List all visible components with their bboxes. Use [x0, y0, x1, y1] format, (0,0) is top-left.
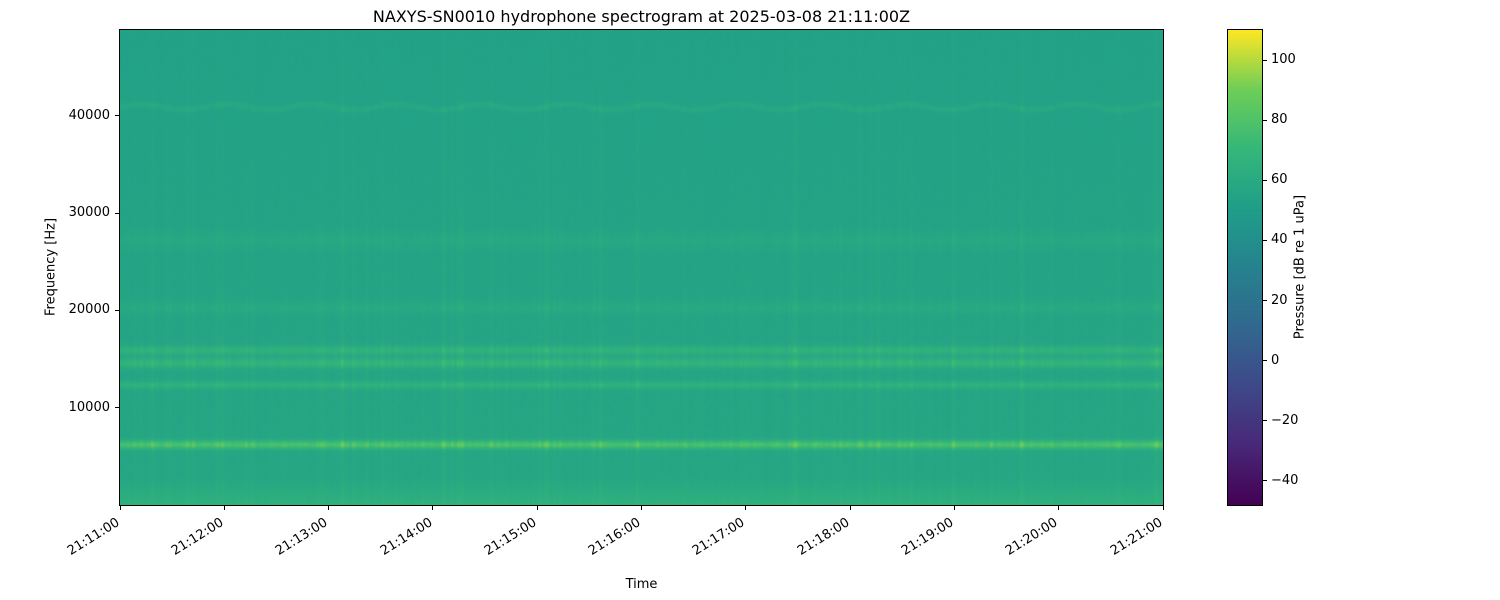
x-tick-mark: [432, 506, 434, 510]
colorbar-tick-mark: [1263, 300, 1267, 302]
y-tick-mark: [115, 309, 119, 311]
x-tick-label: 21:15:00: [481, 515, 540, 559]
x-tick-label: 21:21:00: [1107, 515, 1165, 559]
x-tick-mark: [953, 506, 955, 510]
x-tick-label: 21:12:00: [168, 515, 227, 559]
x-tick-mark: [641, 506, 642, 510]
colorbar-tick-label: 20: [1271, 292, 1288, 308]
colorbar-tick-mark: [1263, 360, 1267, 362]
colorbar-tick-label: −20: [1271, 412, 1299, 428]
x-tick-mark: [745, 506, 747, 510]
x-tick-mark: [536, 506, 538, 510]
y-tick-label: 20000: [68, 302, 110, 318]
y-tick-mark: [115, 115, 119, 117]
x-tick-mark: [849, 506, 851, 510]
colorbar-tick-mark: [1263, 59, 1267, 61]
x-tick-label: 21:17:00: [690, 515, 748, 559]
y-axis-label: Frequency [Hz]: [43, 217, 59, 317]
colorbar-label: Pressure [dB re 1 uPa]: [1292, 194, 1308, 340]
colorbar-canvas: [1228, 30, 1262, 505]
colorbar-tick-label: −40: [1271, 472, 1299, 488]
x-axis-label: Time: [625, 577, 658, 592]
colorbar-tick-label: 60: [1271, 172, 1288, 188]
x-tick-mark: [1058, 506, 1060, 510]
plot-title: NAXYS-SN0010 hydrophone spectrogram at 2…: [372, 7, 911, 26]
x-tick-label: 21:16:00: [586, 515, 644, 559]
x-tick-label: 21:19:00: [898, 515, 957, 559]
y-tick-label: 30000: [68, 205, 110, 221]
x-tick-mark: [328, 506, 330, 510]
colorbar-tick-mark: [1263, 480, 1267, 482]
x-tick-label: 21:13:00: [273, 515, 331, 559]
colorbar-tick-label: 0: [1271, 352, 1280, 368]
colorbar-tick-label: 40: [1271, 232, 1288, 248]
x-tick-label: 21:18:00: [794, 515, 853, 559]
colorbar-tick-label: 80: [1271, 112, 1288, 128]
x-tick-label: 21:14:00: [377, 515, 435, 559]
x-tick-mark: [1162, 506, 1164, 510]
y-tick-label: 40000: [68, 107, 110, 123]
colorbar-tick-mark: [1263, 179, 1267, 181]
spectrogram-canvas: [120, 30, 1163, 505]
x-tick-mark: [223, 506, 225, 510]
colorbar-tick-label: 100: [1271, 52, 1296, 68]
x-tick-label: 21:20:00: [1003, 515, 1061, 559]
x-tick-label: 21:11:00: [64, 515, 122, 559]
colorbar-tick-mark: [1263, 420, 1267, 422]
y-tick-mark: [115, 407, 119, 409]
y-tick-mark: [115, 212, 119, 214]
colorbar-tick-mark: [1263, 119, 1267, 121]
colorbar-tick-mark: [1263, 239, 1267, 241]
y-tick-label: 10000: [68, 399, 110, 415]
x-tick-mark: [119, 506, 121, 510]
